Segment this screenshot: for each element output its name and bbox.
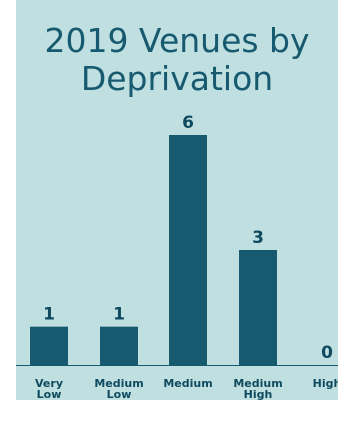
bar-3 xyxy=(169,135,207,365)
x-tick-label-1: Very Low xyxy=(35,377,63,400)
x-tick-label-3: Medium xyxy=(163,377,212,390)
chart-title-line-2: Deprivation xyxy=(80,59,274,98)
data-label-5: 0 xyxy=(321,343,333,363)
data-label-1: 1 xyxy=(43,305,55,325)
data-label-3: 6 xyxy=(182,113,194,133)
bar-4 xyxy=(239,250,277,365)
x-tick-label-5: High xyxy=(313,377,338,390)
chart-title: 2019 Venues by Deprivation xyxy=(16,22,338,98)
x-tick-label-2: Medium Low xyxy=(94,377,143,400)
bar-chart: 1 1 6 3 0 Very Low Medium Low Medium Medium High Hig… xyxy=(16,113,338,400)
chart-panel: 2019 Venues by Deprivation 1 1 6 3 0 Very Low M… xyxy=(16,0,338,400)
data-label-4: 3 xyxy=(252,228,264,248)
data-label-2: 1 xyxy=(113,305,125,325)
chart-title-line-1: 2019 Venues by xyxy=(44,21,310,60)
bar-2 xyxy=(100,326,138,365)
bar-1 xyxy=(30,326,68,365)
x-tick-label-4: Medium High xyxy=(233,377,282,400)
